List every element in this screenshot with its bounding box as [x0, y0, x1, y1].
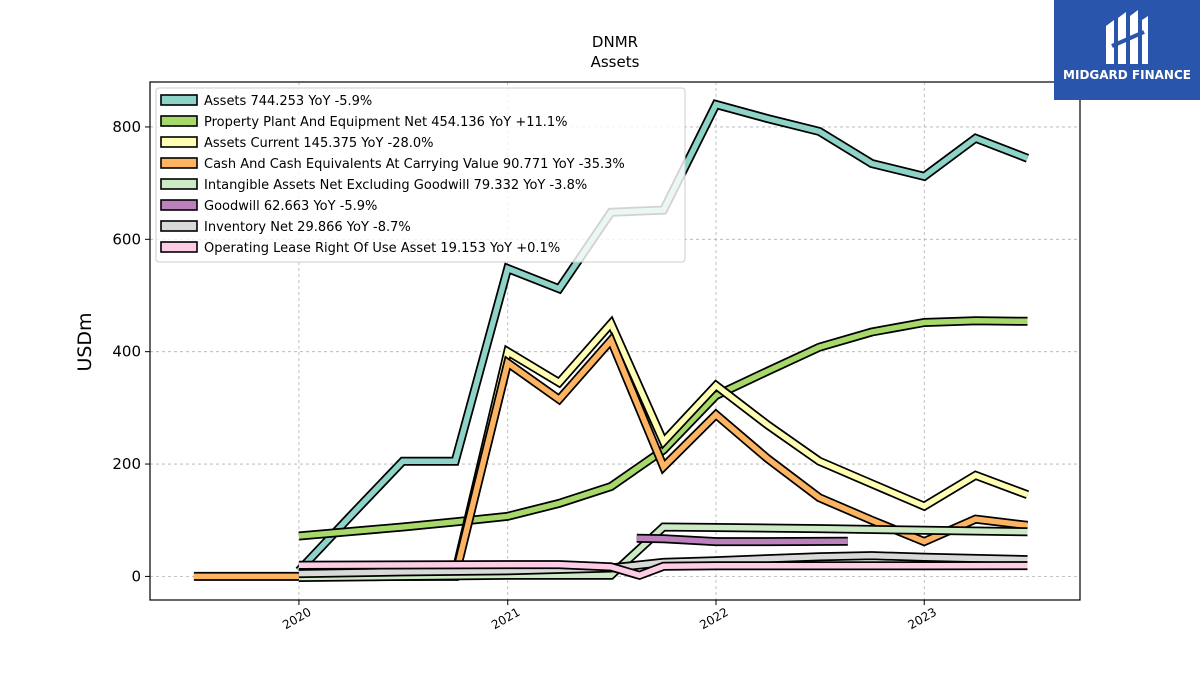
- plot-frame: [149, 81, 1081, 601]
- series-line: [452, 318, 1029, 575]
- legend-swatch: [160, 94, 198, 106]
- legend-box: [155, 87, 686, 263]
- y-axis-label: USDm: [74, 312, 96, 371]
- y-tick-label: 800: [112, 118, 141, 136]
- series-1: [298, 316, 1028, 541]
- y-tick-label: 400: [112, 343, 141, 361]
- x-ticks: 2020 2021 2022 2023: [280, 600, 939, 632]
- series-line: [298, 318, 1028, 539]
- series-2: [450, 315, 1030, 575]
- legend-swatch: [160, 136, 198, 148]
- legend-entry: Assets Current 145.375 YoY -28.0%: [204, 136, 434, 151]
- legend-entry: Goodwill 62.663 YoY -5.9%: [204, 199, 377, 214]
- legend-entry: Cash And Cash Equivalents At Carrying Va…: [204, 157, 625, 172]
- series-5: [636, 533, 848, 547]
- logo-text: MIDGARD FINANCE: [1063, 68, 1191, 82]
- chart-subtitle: Assets: [591, 53, 640, 71]
- y-ticks: 0 200 400 600 800: [112, 118, 150, 585]
- legend-swatch: [160, 115, 198, 127]
- logo-mark-icon: [1106, 10, 1148, 64]
- y-tick-label: 200: [112, 455, 141, 473]
- legend-swatch: [160, 241, 198, 253]
- legend-swatch: [160, 157, 198, 169]
- series-line: [298, 561, 1028, 579]
- series-outline: [193, 332, 1029, 581]
- series-line: [636, 535, 848, 545]
- chart-title: DNMR: [592, 33, 638, 51]
- legend-entry: Intangible Assets Net Excluding Goodwill…: [204, 178, 587, 193]
- series-line: [193, 335, 1028, 580]
- x-tick-label: 2021: [489, 605, 522, 632]
- y-tick-label: 0: [131, 567, 141, 585]
- legend-entry: Operating Lease Right Of Use Asset 19.15…: [204, 241, 560, 256]
- legend-swatch: [160, 199, 198, 211]
- legend-entry: Assets 744.253 YoY -5.9%: [204, 94, 372, 109]
- x-tick-label: 2020: [280, 605, 313, 632]
- x-tick-label: 2023: [906, 605, 939, 632]
- series-7: [298, 560, 1028, 581]
- legend-swatch: [160, 178, 198, 190]
- legend: Assets 744.253 YoY -5.9% Property Plant A…: [155, 87, 686, 263]
- y-tick-label: 600: [112, 230, 141, 248]
- logo: MIDGARD FINANCE: [1054, 0, 1200, 100]
- legend-entry: Inventory Net 29.866 YoY -8.7%: [204, 220, 411, 235]
- series-3: [193, 332, 1029, 581]
- legend-entry: Property Plant And Equipment Net 454.136…: [204, 115, 568, 130]
- x-tick-label: 2022: [697, 605, 730, 632]
- legend-swatch: [160, 220, 198, 232]
